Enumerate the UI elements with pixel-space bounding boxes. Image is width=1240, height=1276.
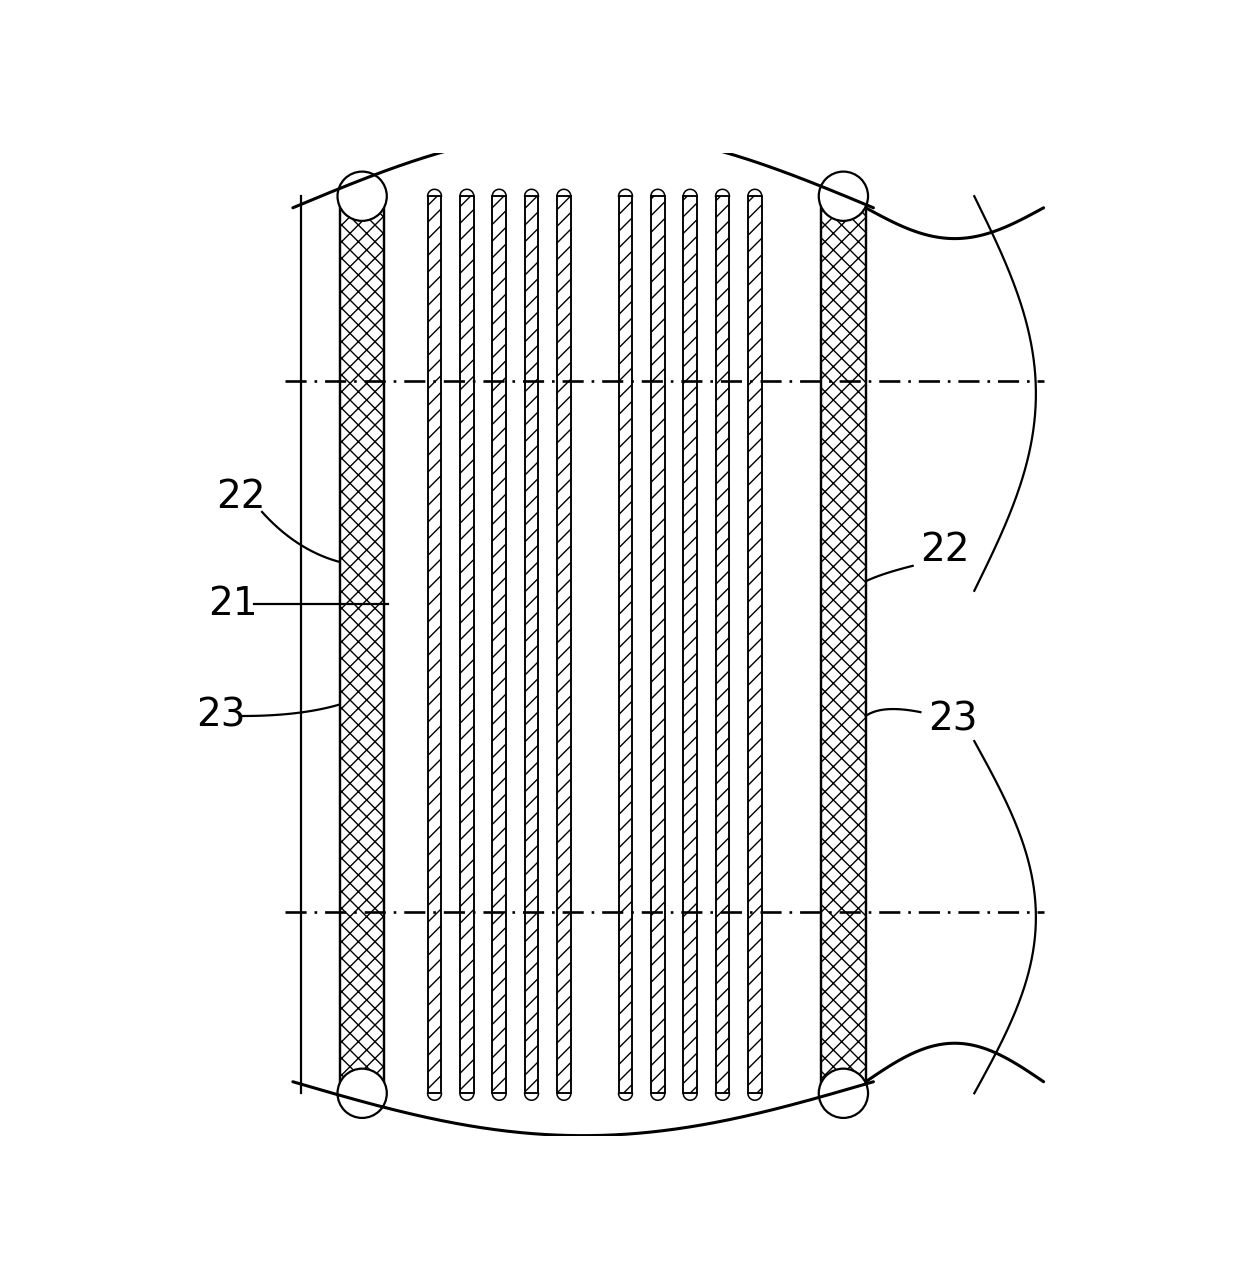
Circle shape — [818, 171, 868, 221]
Bar — [340, 197, 384, 1094]
Text: 23: 23 — [928, 701, 977, 739]
Bar — [715, 197, 729, 1094]
Text: 22: 22 — [920, 531, 970, 569]
Bar — [748, 197, 761, 1094]
Bar — [619, 197, 632, 1094]
Bar — [492, 197, 506, 1094]
Bar — [715, 197, 729, 1094]
Bar — [557, 197, 570, 1094]
Circle shape — [337, 171, 387, 221]
Text: 23: 23 — [197, 697, 246, 735]
Bar — [651, 197, 665, 1094]
Bar — [525, 197, 538, 1094]
Text: 22: 22 — [216, 477, 265, 516]
Bar — [821, 197, 866, 1094]
Bar — [557, 197, 570, 1094]
Bar — [428, 197, 441, 1094]
Bar — [428, 197, 441, 1094]
Bar — [525, 197, 538, 1094]
Text: 21: 21 — [208, 586, 258, 624]
Bar — [821, 197, 866, 1094]
Bar — [340, 197, 384, 1094]
Bar — [460, 197, 474, 1094]
Bar — [460, 197, 474, 1094]
Circle shape — [337, 1069, 387, 1118]
Bar — [748, 197, 761, 1094]
Circle shape — [818, 1069, 868, 1118]
Bar — [683, 197, 697, 1094]
Bar — [651, 197, 665, 1094]
Bar — [619, 197, 632, 1094]
Bar — [683, 197, 697, 1094]
Bar — [492, 197, 506, 1094]
